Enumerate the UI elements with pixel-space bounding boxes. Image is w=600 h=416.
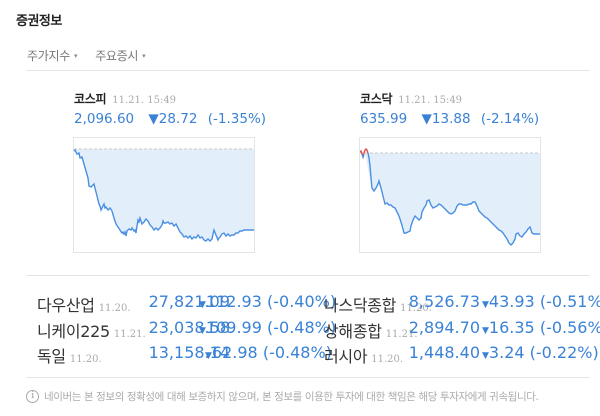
- world-row-dow[interactable]: 다우산업 11.20. 27,821.09 ▼112.93 (-0.40%): [37, 292, 336, 315]
- world-row-nikkei[interactable]: 니케이225 11.21. 23,038.58 ▼109.99 (-0.48%): [37, 318, 336, 341]
- down-arrow-icon: ▼: [199, 326, 206, 336]
- market-value: 8,526.73: [408, 292, 480, 311]
- down-arrow-icon: ▼: [199, 300, 206, 310]
- page-title: 증권정보: [16, 14, 62, 29]
- market-date: 11.21.: [113, 329, 146, 340]
- tab-major-markets[interactable]: 주요증시 ▾: [95, 47, 146, 64]
- tab-label: 주가지수: [27, 49, 70, 63]
- market-date: 11.20.: [400, 303, 432, 314]
- market-change: ▼109.99 (-0.48%): [199, 318, 337, 337]
- index-percent: (-1.35%): [207, 111, 267, 127]
- world-row-shanghai[interactable]: 상해종합 11.21. 2,894.70 ▼16.35 (-0.56%): [324, 318, 600, 341]
- caret-down-icon: ▾: [142, 51, 146, 60]
- world-row-germany[interactable]: 독일 11.20. 13,158.14 ▼62.98 (-0.48%): [37, 343, 332, 366]
- market-change: ▼43.93 (-0.51%): [482, 292, 600, 311]
- kosdaq-line-chart: [360, 148, 540, 246]
- market-name[interactable]: 다우산업: [37, 296, 95, 315]
- world-row-russia[interactable]: 러시아 11.20. 1,448.40 ▼3.24 (-0.22%): [324, 343, 599, 366]
- market-value: 2,894.70: [408, 318, 480, 337]
- info-icon: i: [26, 390, 39, 403]
- index-value: 635.99: [360, 111, 408, 127]
- index-time: 11.21. 15:49: [398, 95, 463, 106]
- kosdaq-card[interactable]: 코스닥 11.21. 15:49 635.99 ▼13.88 (-2.14%): [360, 90, 539, 127]
- down-arrow-icon: ▼: [205, 351, 212, 361]
- kosdaq-chart[interactable]: [359, 137, 541, 253]
- market-name[interactable]: 상해종합: [324, 322, 382, 341]
- index-name[interactable]: 코스닥: [360, 92, 393, 106]
- market-name[interactable]: 독일: [37, 347, 66, 366]
- divider: [26, 70, 590, 71]
- down-arrow-icon: ▼: [482, 351, 489, 361]
- kospi-chart[interactable]: [73, 137, 255, 253]
- divider: [26, 377, 590, 378]
- tab-bar: 주가지수 ▾ 주요증시 ▾: [27, 47, 146, 64]
- market-date: 11.20.: [69, 354, 102, 365]
- market-change: ▼62.98 (-0.48%): [205, 343, 332, 362]
- market-name[interactable]: 러시아: [324, 347, 368, 366]
- market-name[interactable]: 니케이225: [37, 322, 110, 341]
- market-date: 11.20.: [371, 354, 404, 365]
- market-value: 13,158.14: [148, 343, 230, 362]
- market-date: 11.20.: [98, 303, 131, 314]
- tab-label: 주요증시: [95, 49, 139, 63]
- down-arrow-icon: ▼: [482, 326, 489, 336]
- market-change: ▼112.93 (-0.40%): [199, 292, 337, 311]
- index-value: 2,096.60: [74, 111, 135, 127]
- index-name[interactable]: 코스피: [74, 92, 107, 106]
- disclaimer-text: 네이버는 본 정보의 정확성에 대해 보증하지 않으며, 본 정보를 이용한 투…: [44, 391, 539, 403]
- market-name[interactable]: 나스닥종합: [324, 296, 397, 315]
- world-row-nasdaq[interactable]: 나스닥종합 11.20. 8,526.73 ▼43.93 (-0.51%): [324, 292, 600, 315]
- down-arrow-icon: ▼: [482, 300, 489, 310]
- kospi-line-chart: [74, 148, 254, 242]
- caret-down-icon: ▾: [73, 51, 78, 60]
- tab-stock-index[interactable]: 주가지수 ▾: [27, 47, 78, 64]
- market-value: 23,038.58: [148, 318, 230, 337]
- market-value: 27,821.09: [148, 292, 230, 311]
- disclaimer: i 네이버는 본 정보의 정확성에 대해 보증하지 않으며, 본 정보를 이용한…: [26, 389, 539, 404]
- market-change: ▼3.24 (-0.22%): [482, 343, 599, 362]
- index-change: ▼28.72: [148, 111, 198, 127]
- index-time: 11.21. 15:49: [112, 95, 177, 106]
- index-percent: (-2.14%): [480, 111, 540, 127]
- market-value: 1,448.40: [408, 343, 480, 362]
- divider: [26, 275, 590, 276]
- market-change: ▼16.35 (-0.56%): [482, 318, 600, 337]
- market-date: 11.21.: [385, 329, 418, 340]
- index-change: ▼13.88: [421, 111, 471, 127]
- kospi-card[interactable]: 코스피 11.21. 15:49 2,096.60 ▼28.72 (-1.35%…: [74, 90, 266, 127]
